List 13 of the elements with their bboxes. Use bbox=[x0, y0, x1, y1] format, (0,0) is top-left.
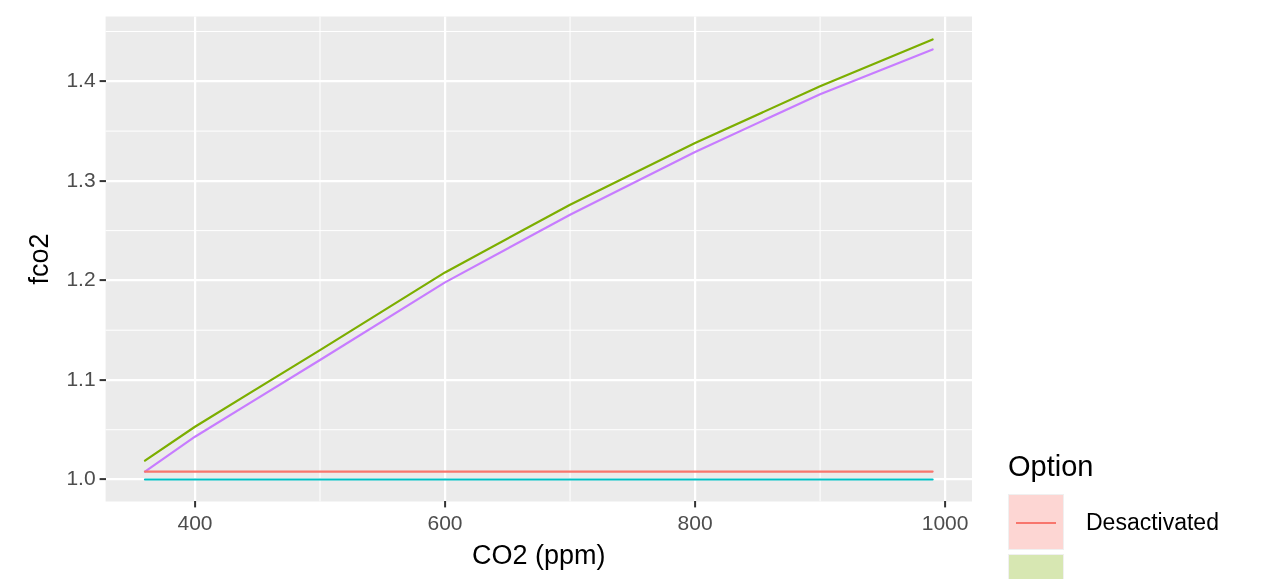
y-tick-label: 1.2 bbox=[66, 267, 96, 291]
y-tick-label: 1.0 bbox=[66, 466, 96, 490]
x-tick-label: 400 bbox=[177, 510, 213, 534]
y-axis-title: fco2 bbox=[23, 233, 54, 285]
legend-label: Desactivated bbox=[1086, 508, 1219, 536]
y-tick-label: 1.3 bbox=[66, 167, 96, 191]
x-tick-label: 600 bbox=[427, 510, 463, 534]
y-tick-label: 1.1 bbox=[66, 366, 96, 390]
x-tick-label: 1000 bbox=[921, 510, 969, 534]
x-tick-label: 800 bbox=[677, 510, 713, 534]
y-tick-label: 1.4 bbox=[66, 68, 96, 92]
x-axis-title: CO2 (ppm) bbox=[472, 540, 606, 571]
legend-title: Option bbox=[1008, 450, 1095, 483]
